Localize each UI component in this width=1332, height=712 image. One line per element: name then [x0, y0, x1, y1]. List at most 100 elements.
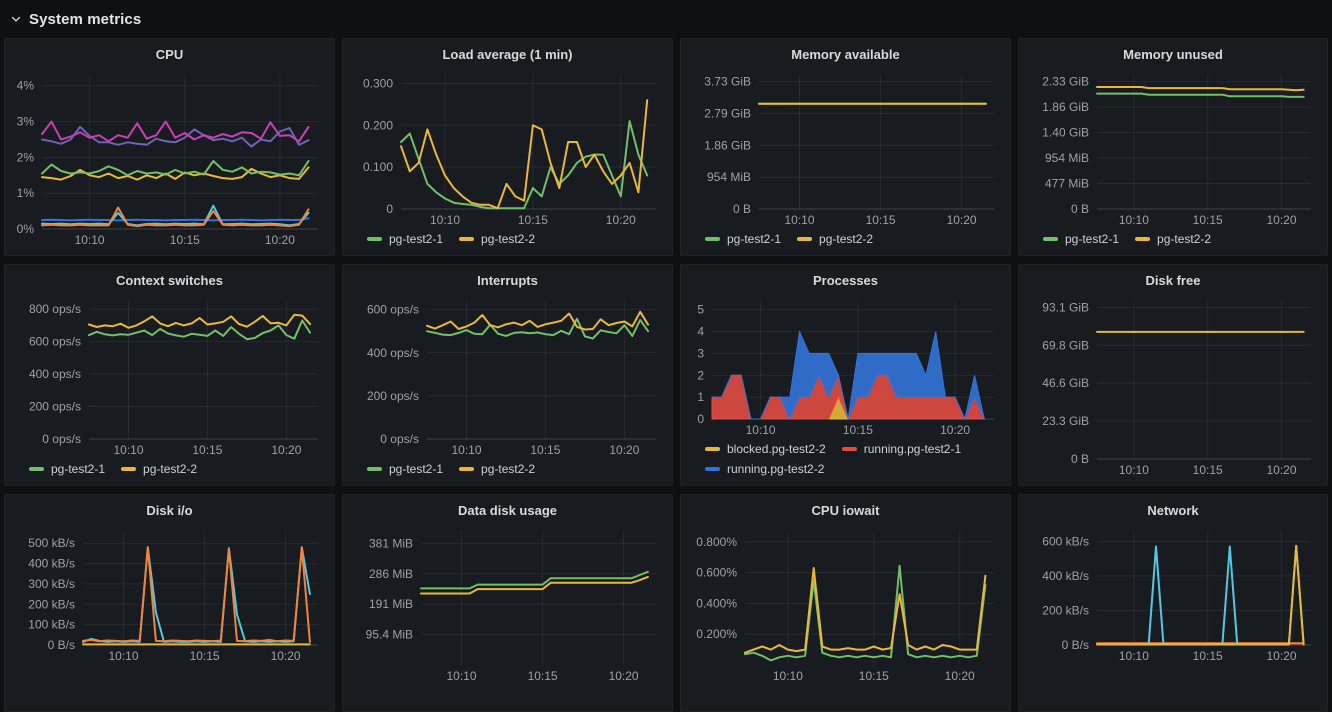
legend-item-pg-test2-1[interactable]: pg-test2-1: [705, 229, 781, 249]
series-line: [426, 317, 650, 340]
legend: pg-test2-1 pg-test2-2: [15, 459, 324, 479]
chart-canvas[interactable]: 0% 1% 2% 3% 4% 10:10 10:15 10:20: [15, 67, 324, 249]
legend-label: pg-test2-1: [389, 462, 444, 476]
y-tick-label: 200 ops/s: [367, 389, 419, 403]
x-tick-label: 10:20: [265, 233, 295, 247]
legend: [1029, 665, 1317, 705]
y-tick-label: 191 MiB: [369, 597, 413, 611]
legend-swatch: [367, 237, 382, 241]
series-line: [41, 206, 310, 228]
series-area: [712, 329, 985, 421]
row-header-system-metrics[interactable]: System metrics: [0, 0, 1332, 38]
series-line: [1096, 86, 1305, 92]
legend-item-pg-test2-2[interactable]: pg-test2-2: [797, 229, 873, 249]
panel-title[interactable]: Disk i/o: [146, 503, 193, 518]
legend-label: pg-test2-1: [51, 462, 106, 476]
x-tick-label: 10:10: [430, 213, 460, 227]
y-tick-label: 100 kB/s: [28, 618, 75, 632]
legend: blocked.pg-test2-2 running.pg-test2-1 runn…: [691, 439, 1000, 479]
chart-canvas[interactable]: 0 B/s 100 kB/s 200 kB/s 300 kB/s 400 kB/s 500…: [15, 523, 324, 665]
y-tick-label: 400 kB/s: [1042, 569, 1089, 583]
x-tick-label: 10:20: [947, 213, 977, 227]
legend-item-blocked-pg-test2-2[interactable]: blocked.pg-test2-2: [705, 439, 826, 459]
panel-title[interactable]: Memory unused: [1123, 47, 1223, 62]
x-tick-label: 10:20: [1266, 649, 1296, 663]
panel-title[interactable]: Data disk usage: [458, 503, 557, 518]
legend-swatch: [705, 447, 720, 451]
y-tick-label: 0 B: [1071, 452, 1089, 466]
y-tick-label: 400 ops/s: [29, 367, 81, 381]
chart-area[interactable]: 0 ops/s 200 ops/s 400 ops/s 600 ops/s 10:10 1…: [353, 293, 662, 459]
chart-area[interactable]: 0 0.100 0.200 0.300 10:10 10:15 10:20: [353, 67, 662, 229]
panel-network: Network 0 B/s 200 kB/s 400 kB/s 600 kB/s 10:1…: [1018, 494, 1328, 712]
chart-canvas[interactable]: 0 B 954 MiB 1.86 GiB 2.79 GiB 3.73 GiB 10:10 1…: [691, 67, 1000, 229]
panel-title[interactable]: Context switches: [116, 273, 223, 288]
panel-title[interactable]: Network: [1147, 503, 1199, 518]
panel-title[interactable]: CPU: [155, 47, 184, 62]
legend-swatch: [705, 237, 720, 241]
panel-title[interactable]: CPU iowait: [811, 503, 880, 518]
legend-item-running-pg-test2-1[interactable]: running.pg-test2-1: [841, 439, 961, 459]
chart-area[interactable]: 0 B 477 MiB 954 MiB 1.40 GiB 1.86 GiB 2.33 Gi…: [1029, 67, 1317, 229]
panel-title[interactable]: Memory available: [791, 47, 900, 62]
panel-title[interactable]: Disk free: [1145, 273, 1201, 288]
chart-canvas[interactable]: 0 B/s 200 kB/s 400 kB/s 600 kB/s 10:10 10:15 1…: [1029, 523, 1317, 665]
legend-item-pg-test2-1[interactable]: pg-test2-1: [367, 229, 443, 249]
legend-item-running-pg-test2-2[interactable]: running.pg-test2-2: [705, 459, 824, 479]
series-line: [41, 217, 310, 222]
chart-canvas[interactable]: 0 B 23.3 GiB 46.6 GiB 69.8 GiB 93.1 GiB 10:10…: [1029, 293, 1317, 479]
chart-area[interactable]: 0 B/s 100 kB/s 200 kB/s 300 kB/s 400 kB/s 500…: [15, 523, 324, 665]
legend-item-pg-test2-1[interactable]: pg-test2-1: [1043, 229, 1119, 249]
chart-area[interactable]: 0 B 954 MiB 1.86 GiB 2.79 GiB 3.73 GiB 10:10 1…: [691, 67, 1000, 229]
legend-swatch: [841, 447, 857, 451]
legend-item-pg-test2-2[interactable]: pg-test2-2: [121, 459, 197, 479]
series-line: [426, 310, 650, 331]
x-tick-label: 10:20: [271, 649, 301, 663]
chart-canvas[interactable]: 0 ops/s 200 ops/s 400 ops/s 600 ops/s 800 op…: [15, 293, 324, 459]
chart-area[interactable]: 95.4 MiB 191 MiB 286 MiB 381 MiB 10:10 10:15 1…: [353, 523, 662, 685]
x-tick-label: 10:15: [1193, 213, 1223, 227]
y-tick-label: 0 ops/s: [42, 432, 81, 446]
series-line: [420, 570, 649, 590]
legend-item-pg-test2-2[interactable]: pg-test2-2: [459, 229, 535, 249]
x-tick-label: 10:20: [606, 213, 636, 227]
y-tick-label: 1: [697, 390, 704, 404]
legend-item-pg-test2-1[interactable]: pg-test2-1: [367, 459, 443, 479]
chart-area[interactable]: 0 1 2 3 4 5 10:10 10:15 10:20: [691, 293, 1000, 439]
chart-area[interactable]: 0.200% 0.400% 0.600% 0.800% 10:10 10:15 10:20: [691, 523, 1000, 685]
legend-label: pg-test2-1: [727, 232, 782, 246]
chart-area[interactable]: 0% 1% 2% 3% 4% 10:10 10:15 10:20: [15, 67, 324, 249]
chart-canvas[interactable]: 0.200% 0.400% 0.600% 0.800% 10:10 10:15 10:20: [691, 523, 1000, 685]
chart-canvas[interactable]: 95.4 MiB 191 MiB 286 MiB 381 MiB 10:10 10:15 1…: [353, 523, 662, 685]
chart-area[interactable]: 0 B 23.3 GiB 46.6 GiB 69.8 GiB 93.1 GiB 10:10…: [1029, 293, 1317, 479]
panel-title[interactable]: Load average (1 min): [442, 47, 573, 62]
legend-swatch: [121, 467, 137, 471]
y-tick-label: 400 ops/s: [367, 346, 419, 360]
x-tick-label: 10:10: [451, 443, 481, 457]
chart-canvas[interactable]: 0 B 477 MiB 954 MiB 1.40 GiB 1.86 GiB 2.33 Gi…: [1029, 67, 1317, 229]
y-tick-label: 69.8 GiB: [1042, 338, 1089, 352]
legend: pg-test2-1 pg-test2-2: [1029, 229, 1317, 249]
legend-swatch: [705, 467, 720, 471]
series-line: [41, 120, 310, 143]
y-tick-label: 954 MiB: [707, 170, 751, 184]
chart-canvas[interactable]: 0 0.100 0.200 0.300 10:10 10:15 10:20: [353, 67, 662, 229]
series-line: [88, 319, 312, 341]
chart-area[interactable]: 0 ops/s 200 ops/s 400 ops/s 600 ops/s 800 op…: [15, 293, 324, 459]
y-tick-label: 954 MiB: [1045, 151, 1089, 165]
y-tick-label: 3.73 GiB: [704, 75, 751, 89]
x-tick-label: 10:20: [945, 669, 975, 683]
legend-item-pg-test2-2[interactable]: pg-test2-2: [459, 459, 535, 479]
legend-item-pg-test2-1[interactable]: pg-test2-1: [29, 459, 105, 479]
legend-label: pg-test2-2: [819, 232, 874, 246]
y-tick-label: 300 kB/s: [28, 577, 75, 591]
legend-item-pg-test2-2[interactable]: pg-test2-2: [1135, 229, 1211, 249]
y-tick-label: 0%: [17, 222, 35, 236]
chart-canvas[interactable]: 0 ops/s 200 ops/s 400 ops/s 600 ops/s 10:10 1…: [353, 293, 662, 459]
x-tick-label: 10:15: [518, 213, 548, 227]
chart-area[interactable]: 0 B/s 200 kB/s 400 kB/s 600 kB/s 10:10 10:15 1…: [1029, 523, 1317, 665]
panel-title[interactable]: Interrupts: [477, 273, 538, 288]
panel-title[interactable]: Processes: [812, 273, 879, 288]
chart-canvas[interactable]: 0 1 2 3 4 5 10:10 10:15 10:20: [691, 293, 1000, 439]
row-title: System metrics: [29, 10, 142, 28]
